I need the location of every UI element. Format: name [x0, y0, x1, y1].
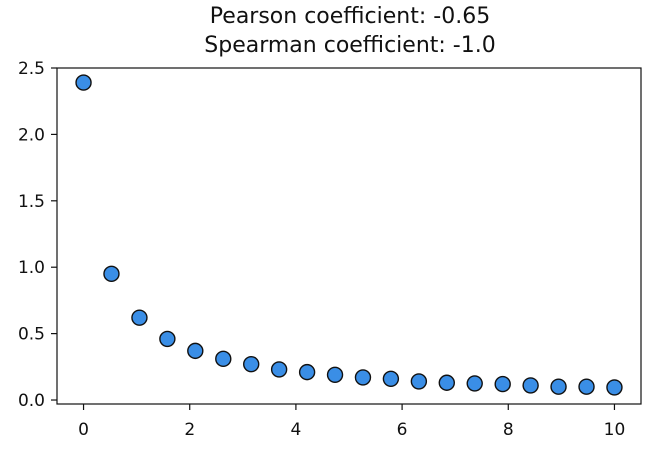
x-tick-label: 8	[503, 420, 514, 440]
scatter-point	[438, 374, 455, 391]
plot-frame	[56, 67, 642, 405]
scatter-point	[606, 379, 623, 396]
scatter-point	[215, 350, 232, 368]
scatter-point	[382, 370, 400, 387]
scatter-point	[326, 366, 344, 383]
scatter-point	[187, 342, 204, 360]
scatter-point	[270, 361, 288, 378]
scatter-point	[410, 373, 428, 390]
x-tick-label: 4	[290, 420, 301, 440]
y-axis-ticks: 0.0 0.5 1.0 1.5 2.0 2.5	[18, 59, 57, 411]
scatter-point	[103, 265, 120, 283]
scatter-point	[466, 375, 483, 392]
x-tick-label: 2	[184, 420, 195, 440]
chart-subtitle: Spearman coefficient: -1.0	[204, 33, 495, 58]
scatter-point	[578, 378, 595, 395]
scatter-points	[75, 74, 623, 396]
scatter-point	[159, 330, 176, 348]
x-tick-label: 6	[397, 420, 408, 440]
x-tick-label: 10	[604, 420, 626, 440]
y-tick-label: 2.5	[18, 59, 45, 79]
y-tick-label: 0.5	[18, 325, 45, 345]
scatter-point	[354, 369, 372, 386]
x-tick-label: 0	[78, 420, 89, 440]
chart-title: Pearson coefficient: -0.65	[210, 4, 490, 29]
scatter-point	[243, 355, 260, 373]
x-axis-ticks: 0 2 4 6 8 10	[78, 404, 625, 440]
scatter-point	[494, 375, 511, 393]
scatter-point	[550, 378, 567, 395]
y-tick-label: 0.0	[18, 391, 45, 411]
scatter-point	[131, 309, 148, 326]
scatter-point	[522, 377, 539, 394]
y-tick-label: 1.0	[18, 258, 45, 278]
scatter-point	[75, 74, 92, 91]
scatter-point	[298, 363, 316, 381]
y-tick-label: 1.5	[18, 192, 45, 212]
y-tick-label: 2.0	[18, 125, 45, 145]
